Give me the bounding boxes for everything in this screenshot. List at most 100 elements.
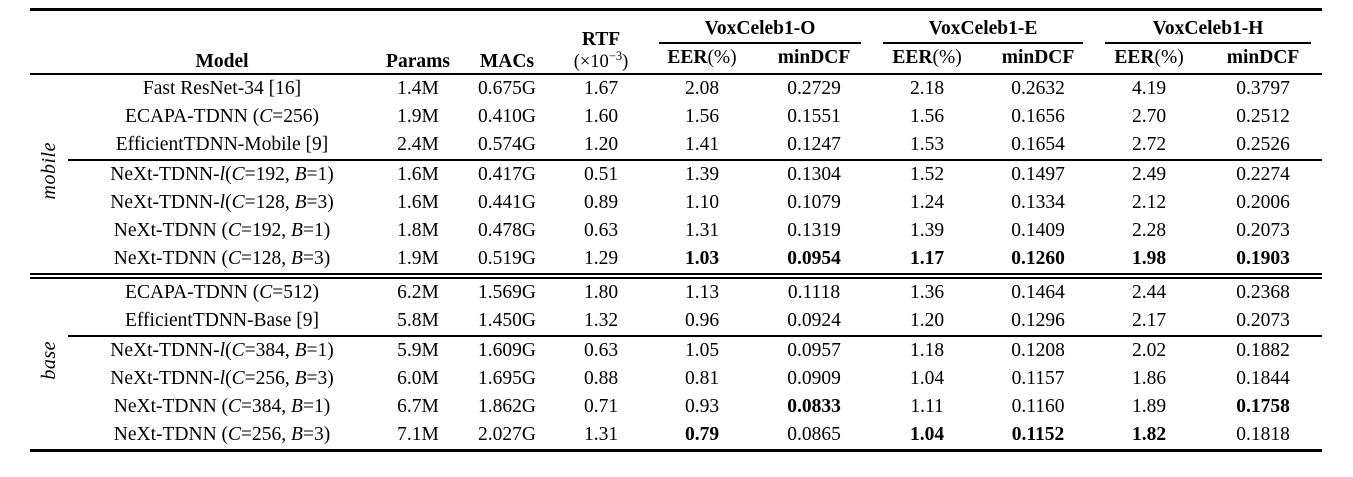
eer-cell: 1.04 xyxy=(909,367,945,389)
mindcf-cell: 0.1758 xyxy=(1236,395,1290,417)
group-label: VoxCeleb1-H xyxy=(1105,18,1312,44)
mindcf-cell: 0.0924 xyxy=(787,309,841,331)
rtf-cell: 1.80 xyxy=(583,281,619,303)
params-cell: 1.4M xyxy=(397,77,439,99)
header-group-row: Model Params MACs RTF (×10−3) VoxCeleb1-… xyxy=(30,9,1322,75)
model-text-run: ( xyxy=(225,339,232,361)
model-text-run: l xyxy=(219,367,226,389)
eer-cell: 2.70 xyxy=(1131,105,1167,127)
model-text-run: B xyxy=(291,247,303,269)
mindcf-cell: 0.1079 xyxy=(787,191,841,213)
macs-cell: 2.027G xyxy=(478,423,536,445)
mindcf-cell: 0.1656 xyxy=(1011,105,1065,127)
group-header-voxceleb1-o: VoxCeleb1-O xyxy=(648,10,872,44)
mindcf-cell: 0.1296 xyxy=(1011,309,1065,331)
mindcf-cell: 0.1818 xyxy=(1236,423,1290,445)
col-header-model: Model xyxy=(68,9,376,75)
table-header: Model Params MACs RTF (×10−3) VoxCeleb1-… xyxy=(30,9,1323,75)
rtf-cell: 0.71 xyxy=(583,395,619,417)
eer-cell: 1.04 xyxy=(909,423,945,445)
mindcf-cell: 0.1152 xyxy=(1011,423,1065,445)
model-text-run: ( xyxy=(225,163,232,185)
eer-cell: 1.86 xyxy=(1131,367,1167,389)
mindcf-cell: 0.0909 xyxy=(787,367,841,389)
table-body: mobile Fast ResNet-34 [16] 1.4M 0.675G 1.67 2… xyxy=(30,74,1323,451)
eer-cell: 1.36 xyxy=(909,281,945,303)
model-text-run: NeXt-TDNN- xyxy=(110,191,220,213)
model-text-run: B xyxy=(294,191,307,213)
params-cell: 1.6M xyxy=(397,191,439,213)
eer-cell: 0.79 xyxy=(684,423,720,445)
col-header-eer-e: EER(%) xyxy=(872,44,983,75)
mindcf-cell: 0.0833 xyxy=(787,395,841,417)
macs-cell: 0.417G xyxy=(460,159,554,189)
model-text-run: ECAPA-TDNN ( xyxy=(125,105,260,127)
col-header-eer-h: EER(%) xyxy=(1094,44,1205,75)
mindcf-cell: 0.0865 xyxy=(787,423,841,445)
model-text-run: NeXt-TDNN- xyxy=(110,163,220,185)
model-text-run: NeXt-TDNN- xyxy=(110,367,220,389)
params-cell: 6.2M xyxy=(397,281,439,303)
eer-cell: 1.10 xyxy=(684,191,720,213)
params-cell: 1.8M xyxy=(397,219,439,241)
params-cell: 1.6M xyxy=(376,159,460,189)
model-text-run: ECAPA-TDNN ( xyxy=(125,281,260,303)
macs-cell: 1.609G xyxy=(460,335,554,365)
model-cell: NeXt-TDNN-l(C=128, B=3) xyxy=(68,189,376,217)
eer-cell: 1.52 xyxy=(872,159,983,189)
model-text-run: NeXt-TDNN ( xyxy=(113,247,229,269)
rtf-cell: 0.63 xyxy=(583,219,619,241)
mindcf-cell: 0.1157 xyxy=(1011,367,1065,389)
eer-label: EER xyxy=(1114,47,1155,69)
table-row: EfficientTDNN-Mobile [9] 2.4M 0.574G 1.20 1.… xyxy=(30,131,1322,160)
params-cell: 7.1M xyxy=(397,423,439,445)
model-text-run: =192, xyxy=(244,163,295,185)
params-cell: 1.9M xyxy=(376,245,460,279)
model-text-run: =256, xyxy=(244,367,295,389)
rtf-unit-exponent: −3 xyxy=(608,48,623,63)
macs-cell: 0.675G xyxy=(478,77,536,99)
eer-cell: 1.18 xyxy=(872,335,983,365)
rtf-unit: (×10−3) xyxy=(554,48,648,72)
model-cell: NeXt-TDNN (C=192, B=1) xyxy=(68,217,376,245)
macs-cell: 1.450G xyxy=(478,309,536,331)
macs-cell: 1.695G xyxy=(478,367,536,389)
model-text-run: C xyxy=(259,281,273,303)
model-text-run: C xyxy=(228,219,242,241)
table-row: NeXt-TDNN-l(C=256, B=3) 6.0M 1.695G 0.88 0.8… xyxy=(30,365,1322,393)
eer-cell: 1.41 xyxy=(684,133,720,155)
eer-cell: 1.20 xyxy=(909,309,945,331)
params-cell: 5.9M xyxy=(376,335,460,365)
model-text-run: C xyxy=(228,247,242,269)
model-text-run: NeXt-TDNN ( xyxy=(113,395,229,417)
rtf-label: RTF xyxy=(581,29,621,51)
eer-cell: 0.96 xyxy=(684,309,720,331)
eer-cell: 2.44 xyxy=(1131,281,1167,303)
col-header-macs: MACs xyxy=(460,9,554,75)
mindcf-cell: 0.1464 xyxy=(1011,281,1065,303)
params-cell: 5.8M xyxy=(397,309,439,331)
model-text-run: EfficientTDNN-Base [9] xyxy=(124,309,320,331)
model-cell: NeXt-TDNN (C=256, B=3) xyxy=(68,421,376,451)
model-text-run: C xyxy=(231,191,245,213)
mindcf-cell: 0.1882 xyxy=(1204,335,1323,365)
model-text-run: =192, xyxy=(241,219,292,241)
params-cell: 6.0M xyxy=(397,367,439,389)
model-text-run: C xyxy=(231,339,245,361)
eer-cell: 4.19 xyxy=(1131,77,1167,99)
rtf-cell: 0.88 xyxy=(583,367,619,389)
eer-cell: 1.24 xyxy=(909,191,945,213)
model-text-run: =3) xyxy=(302,247,331,269)
mindcf-cell: 0.1208 xyxy=(982,335,1095,365)
eer-cell: 2.12 xyxy=(1131,191,1167,213)
table-row: NeXt-TDNN-l(C=192, B=1) 1.6M 0.417G 0.51 1.3… xyxy=(30,159,1323,189)
rtf-unit-prefix: (×10 xyxy=(573,51,609,72)
model-text-run: =256, xyxy=(241,423,292,445)
eer-cell: 1.39 xyxy=(909,219,945,241)
model-text-run: B xyxy=(294,367,307,389)
model-text-run: EfficientTDNN-Mobile [9] xyxy=(115,133,329,155)
mindcf-cell: 0.2006 xyxy=(1236,191,1290,213)
macs-cell: 1.862G xyxy=(478,395,536,417)
eer-cell: 1.56 xyxy=(909,105,945,127)
